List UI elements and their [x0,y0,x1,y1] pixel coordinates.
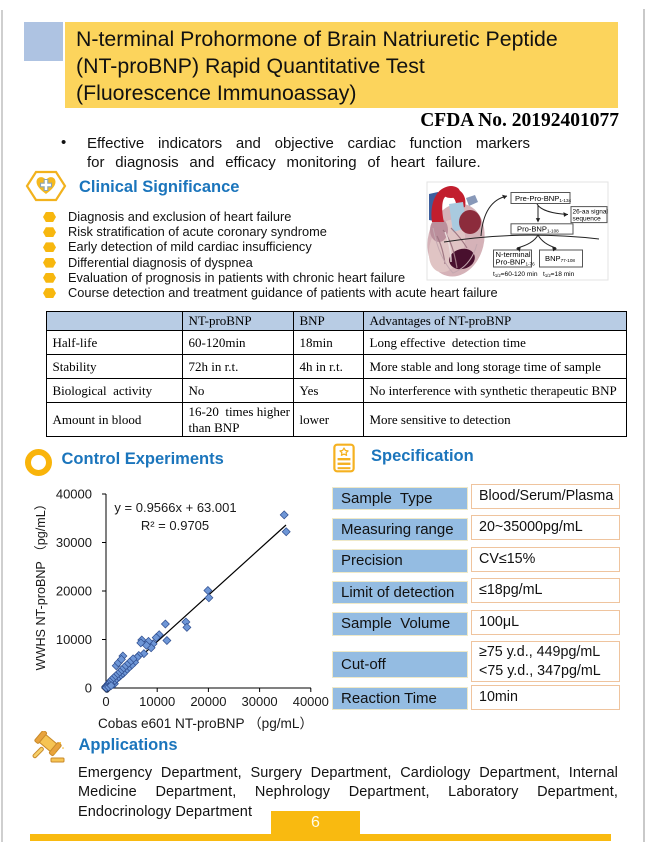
svg-text:sequence: sequence [573,216,602,223]
svg-text:40000: 40000 [56,487,92,502]
svg-text:20000: 20000 [56,584,92,599]
svg-text:Cobas e601 NT-proBNP （pg/mL）: Cobas e601 NT-proBNP （pg/mL） [98,716,313,731]
svg-text:N-terminal: N-terminal [496,250,531,259]
svg-text:y = 0.9566x + 63.001: y = 0.9566x + 63.001 [114,500,236,515]
svg-text:t1/2=60-120 min: t1/2=60-120 min [493,271,538,278]
svg-text:R² = 0.9705: R² = 0.9705 [141,518,209,533]
svg-text:t1/2=18 min: t1/2=18 min [543,271,575,278]
svg-text:0: 0 [102,694,109,709]
svg-text:Pre-Pro-BNP1-134: Pre-Pro-BNP1-134 [515,194,572,203]
svg-text:Pro-BNP1-76: Pro-BNP1-76 [496,258,536,267]
svg-text:30000: 30000 [242,694,278,709]
svg-text:30000: 30000 [56,535,92,550]
svg-text:BNP77-108: BNP77-108 [545,254,575,263]
svg-text:WWHS NT-proBNP （pg/mL）: WWHS NT-proBNP （pg/mL） [34,498,48,671]
svg-text:40000: 40000 [293,694,329,709]
svg-text:10000: 10000 [139,694,175,709]
svg-text:20000: 20000 [190,694,226,709]
svg-text:10000: 10000 [56,632,92,647]
svg-text:Pro-BNP1-108: Pro-BNP1-108 [517,225,559,234]
svg-text:0: 0 [85,681,92,696]
svg-text:26-aa signal: 26-aa signal [573,209,609,216]
